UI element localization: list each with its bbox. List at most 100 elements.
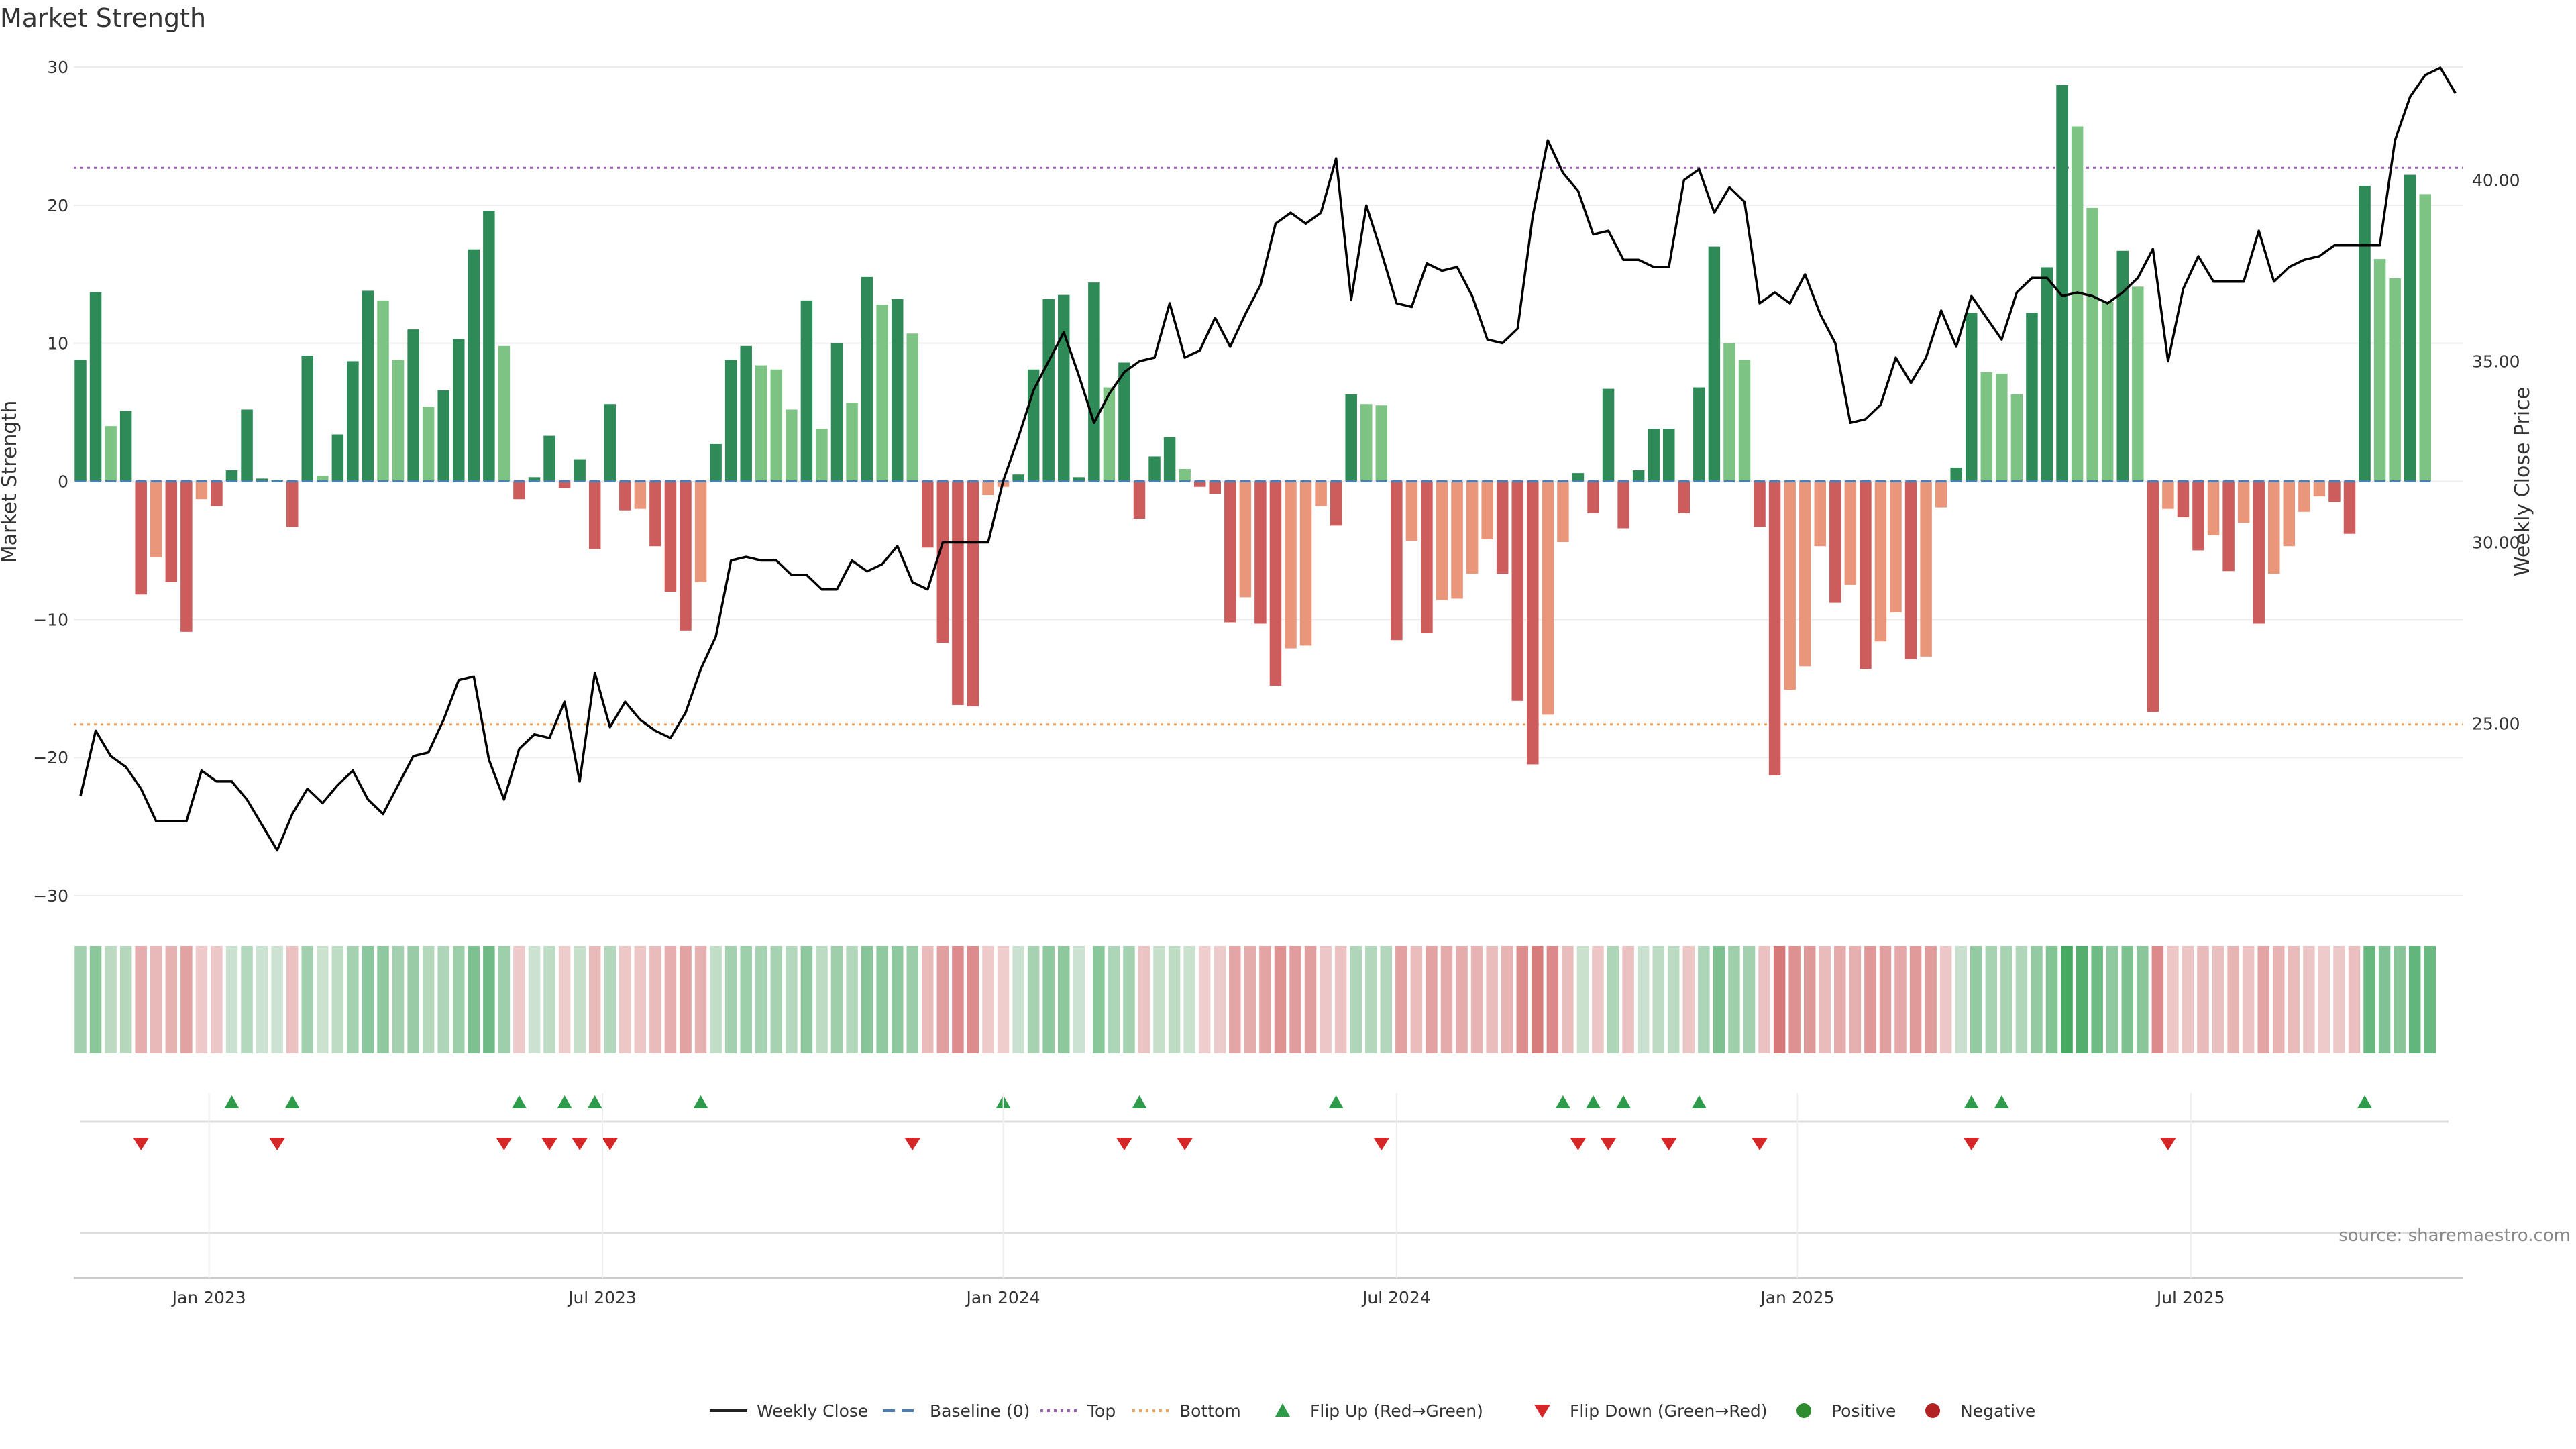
heat-cell [1788, 946, 1801, 1053]
strength-bar [119, 411, 132, 482]
strength-bar [528, 477, 541, 482]
strength-bar [1678, 481, 1690, 513]
strength-bar [2359, 186, 2371, 482]
heat-cell [2167, 946, 2179, 1053]
heat-cell [1698, 946, 1710, 1053]
strength-bar [694, 481, 707, 582]
heat-cell [1562, 946, 1574, 1053]
flip-down-marker [1116, 1138, 1132, 1150]
strength-bar [422, 407, 435, 482]
heat-cell [1289, 946, 1301, 1053]
heat-cell [1470, 946, 1483, 1053]
heat-cell [740, 946, 752, 1053]
heat-cell [225, 946, 238, 1053]
strength-bar [1814, 481, 1826, 547]
strength-bar [225, 470, 238, 482]
strength-bar [906, 333, 918, 482]
legend-label: Weekly Close [757, 1401, 868, 1421]
strength-bar [1375, 405, 1388, 482]
strength-bar [1073, 477, 1085, 482]
strength-bar [1996, 373, 2008, 482]
heat-cell [1501, 946, 1513, 1053]
heat-cell [2227, 946, 2239, 1053]
strength-bar [1345, 394, 1357, 482]
heat-cell [89, 946, 102, 1053]
heat-cell [1229, 946, 1241, 1053]
strength-bar [377, 300, 389, 482]
heat-cell [1894, 946, 1907, 1053]
legend-label: Baseline (0) [930, 1401, 1030, 1421]
strength-bar [664, 481, 677, 592]
strength-bar [1042, 299, 1055, 482]
heat-cell [1380, 946, 1393, 1053]
x-tick-label: Jan 2024 [965, 1288, 1040, 1307]
heat-cell [468, 946, 480, 1053]
strength-bar [2298, 481, 2310, 512]
strength-bar [150, 481, 162, 557]
flip-down-marker [1660, 1138, 1677, 1150]
heat-cell [680, 946, 692, 1053]
heat-cell [180, 946, 193, 1053]
strength-bar [1935, 481, 1947, 508]
legend-label: Flip Up (Red→Green) [1310, 1401, 1483, 1421]
flip-down-marker [904, 1138, 921, 1150]
strength-bar [2373, 259, 2386, 482]
heat-cell [1728, 946, 1740, 1053]
heat-cell [1713, 946, 1725, 1053]
strength-bar [1829, 481, 1841, 603]
legend-item: Baseline (0) [883, 1401, 1030, 1421]
heat-cell [271, 946, 283, 1053]
strength-bar [317, 476, 329, 482]
x-tick-label: Jul 2024 [1361, 1288, 1431, 1307]
heat-cell [952, 946, 964, 1053]
strength-bar [2313, 481, 2326, 497]
heat-cell [1637, 946, 1650, 1053]
strength-bar [574, 459, 586, 482]
x-tick-label: Jul 2025 [2155, 1288, 2225, 1307]
heat-cell [770, 946, 783, 1053]
strength-bar [2056, 85, 2068, 482]
heat-cell [2257, 946, 2269, 1053]
strength-bar [1360, 404, 1373, 482]
flip-up-marker [1328, 1095, 1344, 1108]
flip-down-marker [133, 1138, 150, 1150]
strength-bar [1163, 437, 1176, 482]
heat-cell [543, 946, 555, 1053]
heat-cell [1834, 946, 1846, 1053]
heat-cell [574, 946, 586, 1053]
legend-swatch [1796, 1403, 1811, 1418]
flip-up-marker [1132, 1095, 1147, 1108]
strength-bar [241, 409, 253, 482]
strength-bar [1738, 360, 1751, 482]
heat-cell [2333, 946, 2345, 1053]
flip-up-marker [693, 1095, 708, 1108]
strength-bar [1617, 481, 1629, 529]
heat-cell [2061, 946, 2073, 1053]
strength-bar [1966, 313, 1978, 482]
heat-cell [1758, 946, 1770, 1053]
strength-bar [936, 481, 949, 643]
strength-bar [468, 249, 480, 482]
strength-bar [2086, 207, 2098, 482]
heat-cell [906, 946, 918, 1053]
heat-cell [1259, 946, 1271, 1053]
strength-bar [1481, 481, 1493, 539]
heat-cell [786, 946, 798, 1053]
strength-bar [982, 481, 994, 496]
flip-down-marker [269, 1138, 286, 1150]
heat-cell [498, 946, 511, 1053]
strength-bar [211, 481, 223, 506]
heat-cell [2000, 946, 2012, 1053]
heat-cell [2182, 946, 2194, 1053]
heat-cell [2424, 946, 2436, 1053]
heat-cell [1668, 946, 1680, 1053]
strength-bar [2343, 481, 2356, 534]
strength-bar [1723, 343, 1735, 482]
heat-cell [1168, 946, 1181, 1053]
strength-bar [1784, 481, 1796, 690]
strength-bar [1239, 481, 1252, 598]
heat-cell [1426, 946, 1438, 1053]
heat-cell [1456, 946, 1468, 1053]
strength-bar [1587, 481, 1599, 513]
heat-cell [407, 946, 419, 1053]
